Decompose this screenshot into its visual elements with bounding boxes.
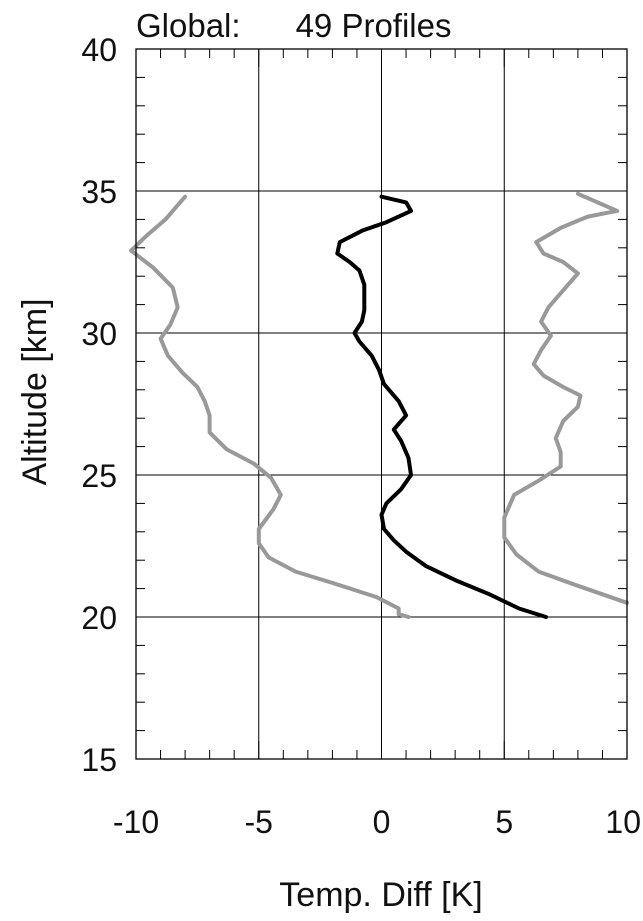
x-axis-label: Temp. Diff [K] (279, 876, 482, 914)
x-tick-label: -10 (113, 804, 159, 840)
x-tick-label: 0 (373, 804, 391, 840)
x-tick-label: 5 (495, 804, 513, 840)
y-tick-label: 30 (81, 316, 117, 352)
series-line-upper (502, 191, 629, 605)
chart-title: Global: 49 Profiles (136, 7, 451, 44)
grid-lines (136, 49, 627, 759)
y-tick-label: 40 (81, 32, 117, 68)
x-tick-label: -5 (245, 804, 273, 840)
axis-ticks (135, 48, 628, 760)
x-tick-label: 10 (605, 804, 641, 840)
y-tick-label: 25 (81, 458, 117, 494)
series-line-lower (129, 194, 411, 619)
series-line-mean (335, 194, 548, 619)
y-tick-label: 20 (81, 600, 117, 636)
tick-labels: -10 -5 0 5 10 15 20 25 30 35 40 (81, 32, 641, 840)
y-axis-label: Altitude [km] (16, 298, 54, 485)
series-lines (129, 191, 629, 619)
y-tick-label: 35 (81, 174, 117, 210)
y-tick-label: 15 (81, 742, 117, 778)
plot-frame (135, 48, 628, 760)
